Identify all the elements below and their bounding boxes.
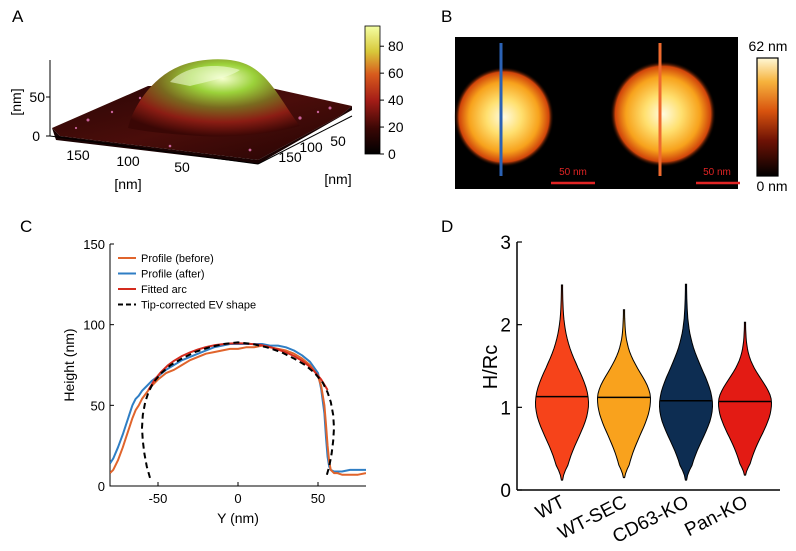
d-axes: 0 1 2 3 — [500, 233, 780, 502]
b-colorbar-min: 0 nm — [756, 178, 787, 194]
d-y-tick-label: 1 — [500, 398, 511, 419]
b-colorbar — [756, 57, 779, 177]
d-violin-cd63-ko — [658, 283, 714, 481]
c-y-tick-label: 150 — [83, 237, 105, 252]
c-axes: 0 50 100 150 -50 0 50 — [83, 237, 366, 506]
c-series-profile-before — [110, 344, 366, 476]
a-z-tick-0: 0 — [32, 128, 40, 144]
a-y-label: [nm] — [324, 171, 351, 187]
c-legend: Profile (before) Profile (after) Fitted ar… — [113, 249, 285, 317]
a-colorbar-ticks: 0 20 40 60 80 — [380, 38, 404, 162]
c-y-label: Height (nm) — [61, 328, 77, 401]
c-x-tick-label: 0 — [234, 491, 241, 506]
c-y-tick-label: 0 — [98, 479, 105, 494]
b-particle-left — [454, 67, 554, 167]
b-scalebar-left-label: 50 nm — [559, 167, 587, 178]
a-colorbar-tick-label: 40 — [388, 92, 404, 108]
a-z-label: [nm] — [8, 88, 24, 115]
a-x-tick-150: 150 — [66, 147, 90, 163]
a-surface-noise — [74, 96, 332, 152]
panel-a: A 0 50 [nm] 150 100 50 [nm] 150 100 50 [… — [8, 7, 404, 192]
a-y-axis — [257, 115, 353, 165]
a-x-axis — [49, 135, 259, 165]
c-y-tick-label: 50 — [91, 398, 105, 413]
c-x-label: Y (nm) — [217, 510, 259, 526]
a-y-tick-150: 150 — [278, 149, 302, 165]
c-legend-entry: Profile (before) — [141, 253, 214, 265]
a-colorbar-tick-label: 20 — [388, 119, 404, 135]
c-legend-entry: Profile (after) — [141, 269, 205, 281]
a-y-tick-100: 100 — [299, 139, 323, 155]
c-series — [110, 341, 366, 479]
d-violins — [534, 283, 773, 481]
a-x-tick-100: 100 — [116, 153, 140, 169]
c-series-fitted-arc — [147, 342, 329, 391]
a-colorbar-tick-label: 80 — [388, 38, 404, 54]
panel-b-letter: B — [441, 7, 452, 26]
a-surface-dome — [128, 59, 300, 137]
d-category-label: WT — [532, 492, 568, 524]
c-series-tip-corrected-ev-shape — [141, 341, 335, 479]
d-y-tick-label: 2 — [500, 316, 511, 337]
d-y-tick-label: 0 — [500, 481, 511, 502]
b-colorbar-max: 62 nm — [749, 38, 788, 54]
d-y-label: H/Rc — [480, 345, 502, 389]
d-violin-wt — [534, 284, 590, 481]
c-x-tick-label: 50 — [311, 491, 325, 506]
b-particles — [454, 61, 716, 167]
c-x-tick-label: -50 — [149, 491, 168, 506]
c-y-tick-label: 100 — [83, 318, 105, 333]
d-category-label: Pan-KO — [682, 492, 752, 541]
d-violin-pan-ko — [717, 321, 773, 476]
a-z-tick-50: 50 — [29, 89, 45, 105]
b-scalebar-right-label: 50 nm — [703, 167, 731, 178]
a-dome-highlight — [170, 66, 240, 86]
a-x-tick-50: 50 — [174, 159, 190, 175]
a-y-tick-50: 50 — [330, 133, 346, 149]
d-violin-wt-sec — [596, 309, 652, 479]
a-colorbar — [364, 25, 381, 155]
c-legend-box — [113, 249, 285, 317]
c-legend-entry: Fitted arc — [141, 284, 187, 296]
d-y-tick-label: 3 — [500, 233, 511, 254]
panel-d-letter: D — [441, 217, 453, 236]
a-colorbar-tick-label: 0 — [388, 146, 396, 162]
panel-b: B 50 nm 50 nm 62 nm 0 nm — [441, 7, 788, 194]
b-particle-right — [610, 61, 716, 167]
c-legend-entry: Tip-corrected EV shape — [141, 300, 256, 312]
a-colorbar-tick-label: 60 — [388, 65, 404, 81]
panel-c-letter: C — [20, 217, 32, 236]
a-x-label: [nm] — [114, 176, 141, 192]
panel-a-letter: A — [12, 7, 24, 26]
